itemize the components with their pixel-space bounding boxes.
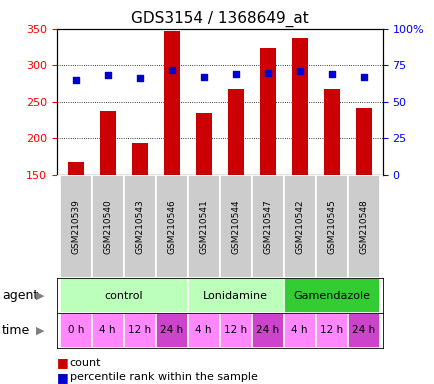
Text: 12 h: 12 h	[319, 325, 342, 335]
Point	[296, 68, 302, 74]
Text: time: time	[2, 324, 30, 337]
Point	[168, 66, 175, 73]
Title: GDS3154 / 1368649_at: GDS3154 / 1368649_at	[131, 11, 308, 27]
Point	[327, 71, 334, 77]
Bar	[92, 313, 123, 348]
Bar	[187, 313, 219, 348]
Bar	[283, 175, 315, 278]
Bar	[251, 175, 283, 278]
Point	[263, 70, 270, 76]
Bar	[68, 162, 83, 175]
Text: 4 h: 4 h	[195, 325, 211, 335]
Point	[104, 73, 111, 79]
Bar	[219, 175, 251, 278]
Bar	[259, 48, 275, 175]
Bar	[283, 313, 315, 348]
Text: GSM210541: GSM210541	[199, 199, 208, 254]
Text: 4 h: 4 h	[291, 325, 307, 335]
Point	[136, 75, 143, 81]
Text: percentile rank within the sample: percentile rank within the sample	[69, 372, 257, 382]
Text: agent: agent	[2, 289, 38, 302]
Bar	[92, 175, 123, 278]
Text: Lonidamine: Lonidamine	[203, 291, 267, 301]
Bar	[155, 313, 187, 348]
Bar	[187, 278, 283, 313]
Text: control: control	[104, 291, 143, 301]
Text: GSM210543: GSM210543	[135, 199, 144, 254]
Text: count: count	[69, 358, 101, 368]
Bar	[347, 313, 379, 348]
Bar	[59, 313, 92, 348]
Bar	[123, 175, 155, 278]
Text: 0 h: 0 h	[67, 325, 84, 335]
Bar	[227, 89, 243, 175]
Bar	[123, 313, 155, 348]
Bar	[251, 313, 283, 348]
Text: ▶: ▶	[36, 325, 45, 335]
Bar	[187, 175, 219, 278]
Text: GSM210540: GSM210540	[103, 199, 112, 254]
Bar	[291, 38, 307, 175]
Bar	[99, 111, 115, 175]
Bar	[163, 31, 179, 175]
Bar	[219, 313, 251, 348]
Text: GSM210544: GSM210544	[230, 199, 240, 254]
Point	[232, 71, 239, 77]
Text: 12 h: 12 h	[224, 325, 247, 335]
Bar	[347, 175, 379, 278]
Text: GSM210542: GSM210542	[294, 199, 303, 254]
Text: ▶: ▶	[36, 291, 45, 301]
Bar	[355, 108, 371, 175]
Bar	[283, 278, 379, 313]
Text: 12 h: 12 h	[128, 325, 151, 335]
Bar	[195, 113, 211, 175]
Text: GSM210539: GSM210539	[71, 199, 80, 254]
Text: ■: ■	[56, 356, 68, 369]
Bar	[132, 142, 148, 175]
Text: ■: ■	[56, 371, 68, 384]
Text: GSM210547: GSM210547	[263, 199, 272, 254]
Text: 4 h: 4 h	[99, 325, 116, 335]
Bar	[315, 313, 347, 348]
Bar	[323, 89, 339, 175]
Text: GSM210545: GSM210545	[326, 199, 335, 254]
Bar	[315, 175, 347, 278]
Point	[200, 74, 207, 80]
Text: 24 h: 24 h	[256, 325, 279, 335]
Bar	[59, 278, 187, 313]
Text: Gamendazole: Gamendazole	[293, 291, 369, 301]
Text: GSM210548: GSM210548	[358, 199, 367, 254]
Point	[72, 77, 79, 83]
Text: 24 h: 24 h	[160, 325, 183, 335]
Text: GSM210546: GSM210546	[167, 199, 176, 254]
Point	[359, 74, 366, 80]
Text: 24 h: 24 h	[351, 325, 374, 335]
Bar	[155, 175, 187, 278]
Bar	[59, 175, 92, 278]
